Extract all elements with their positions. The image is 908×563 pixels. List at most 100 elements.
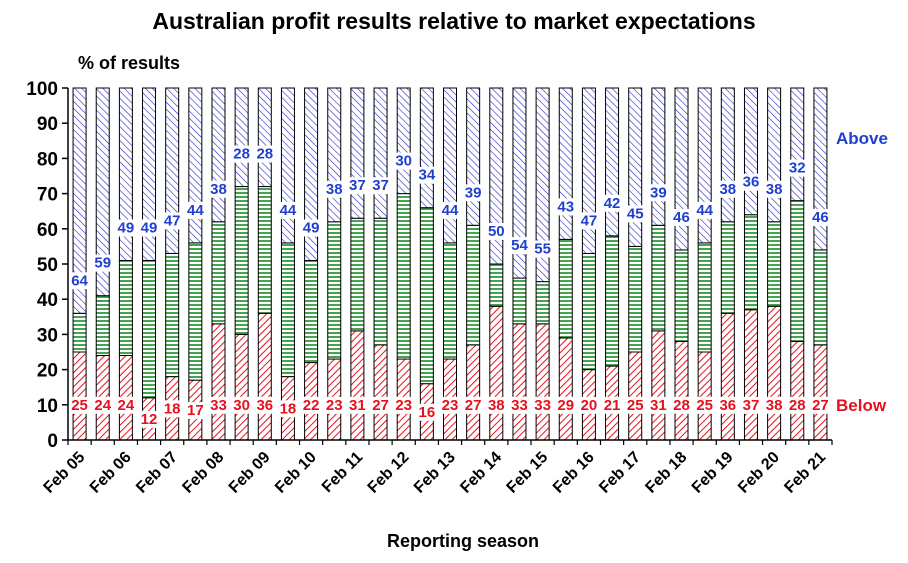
bar-segment-above <box>512 87 527 279</box>
bar-segment-above <box>535 87 550 283</box>
data-label-below-bg <box>68 396 91 414</box>
data-label-below-bg <box>323 396 346 414</box>
data-label-below-bg <box>91 396 114 414</box>
x-tick-label: Feb 16 <box>550 449 598 497</box>
bar-segment-inline <box>813 249 828 346</box>
data-label-below-bg <box>531 396 554 414</box>
bar-segment-above <box>165 87 180 254</box>
bar-segment-inline <box>443 242 457 360</box>
data-label-below-bg <box>230 396 253 414</box>
data-label-below: 38 <box>766 397 783 414</box>
data-label-below-bg <box>763 396 786 414</box>
data-label-below-bg <box>392 396 415 414</box>
data-label-above: 28 <box>233 146 250 163</box>
data-label-above-bg <box>554 198 577 216</box>
data-label-above: 55 <box>534 241 551 258</box>
data-label-below-bg <box>253 396 276 414</box>
bar-segment-inline <box>535 281 550 325</box>
data-label-above: 49 <box>141 219 158 236</box>
y-tick-label: 100 <box>26 79 58 100</box>
bar-segment-above <box>280 87 295 244</box>
data-label-above: 38 <box>766 181 783 198</box>
bar-segment-above <box>257 87 272 188</box>
data-label-above-bg <box>462 184 485 202</box>
x-tick-label: Feb 20 <box>735 449 783 497</box>
y-axis: 0 10 20 30 40 50 60 70 80 90 100 <box>26 79 68 452</box>
data-label-below-bg <box>508 396 531 414</box>
data-label-above: 49 <box>303 219 320 236</box>
data-label-above-bg <box>253 145 276 163</box>
data-label-above: 30 <box>395 153 412 170</box>
data-label-above: 47 <box>581 212 598 229</box>
bar-segment-below <box>512 323 527 441</box>
y-tick-label: 30 <box>37 325 58 346</box>
bar-segment-above <box>373 87 388 219</box>
bar-segment-above <box>142 87 157 261</box>
data-label-above-bg <box>276 201 299 219</box>
data-label-below: 16 <box>419 404 436 421</box>
data-label-below: 23 <box>442 397 459 414</box>
data-label-above: 37 <box>372 177 389 194</box>
bar-segment-inline <box>373 217 388 346</box>
bar-segment-below <box>535 323 550 441</box>
data-label-below-bg <box>786 396 809 414</box>
data-label-below-bg <box>577 396 600 414</box>
data-label-above: 54 <box>511 237 528 254</box>
data-label-below-bg <box>601 396 624 414</box>
data-label-below: 29 <box>557 397 574 414</box>
data-label-below: 36 <box>719 397 736 414</box>
data-label-below-bg <box>670 396 693 414</box>
data-label-above-bg <box>114 219 137 237</box>
data-label-above-bg <box>531 240 554 258</box>
data-label-above: 39 <box>650 184 667 201</box>
data-label-above-bg <box>716 180 739 198</box>
data-label-above-bg <box>809 208 832 226</box>
x-tick-label: Feb 09 <box>226 449 274 497</box>
data-label-above: 44 <box>696 202 713 219</box>
data-label-above: 44 <box>280 202 297 219</box>
data-label-below: 27 <box>465 397 482 414</box>
x-axis-title: Reporting season <box>387 531 539 551</box>
y-tick-label: 90 <box>37 114 58 135</box>
bar-segment-inline <box>234 186 249 335</box>
bar-segment-inline <box>188 242 203 381</box>
bar-segment-below <box>558 337 573 441</box>
data-label-below-bg <box>693 396 716 414</box>
bar-segment-inline <box>165 252 180 378</box>
bar-segment-inline <box>280 242 295 378</box>
data-label-below: 31 <box>650 397 667 414</box>
data-label-below-bg <box>276 400 299 418</box>
bar-segment-below <box>489 305 504 441</box>
x-tick-label: Feb 06 <box>87 449 135 497</box>
bars-group <box>72 87 828 441</box>
bar-segment-above <box>558 87 573 240</box>
bar-segment-above <box>234 87 249 188</box>
y-tick-label: 10 <box>37 396 58 417</box>
data-label-above-bg <box>763 180 786 198</box>
data-label-below: 24 <box>94 397 111 414</box>
bar-segment-inline <box>674 249 689 342</box>
data-label-above-bg <box>346 177 369 195</box>
y-tick-label: 0 <box>47 431 58 452</box>
data-label-below: 25 <box>627 397 644 414</box>
data-label-above: 44 <box>187 202 204 219</box>
bar-segment-below <box>257 312 272 441</box>
data-label-below-bg <box>415 403 438 421</box>
x-tick-label: Feb 18 <box>642 449 690 497</box>
x-tick-label: Feb 08 <box>179 449 227 497</box>
x-tick-label: Feb 14 <box>457 449 505 497</box>
data-label-above-bg <box>161 212 184 230</box>
data-label-above: 36 <box>743 174 760 191</box>
bar-segment-above <box>605 87 620 237</box>
bar-segment-below <box>790 340 805 441</box>
data-label-below: 24 <box>118 397 135 414</box>
bar-segment-above <box>188 87 203 244</box>
x-tick-label: Feb 05 <box>41 449 89 497</box>
data-label-above: 44 <box>442 202 459 219</box>
data-label-above: 43 <box>557 198 574 215</box>
bar-segment-above <box>466 87 481 226</box>
data-label-above: 45 <box>627 205 644 222</box>
data-label-above-bg <box>392 152 415 170</box>
data-label-below-bg <box>462 396 485 414</box>
